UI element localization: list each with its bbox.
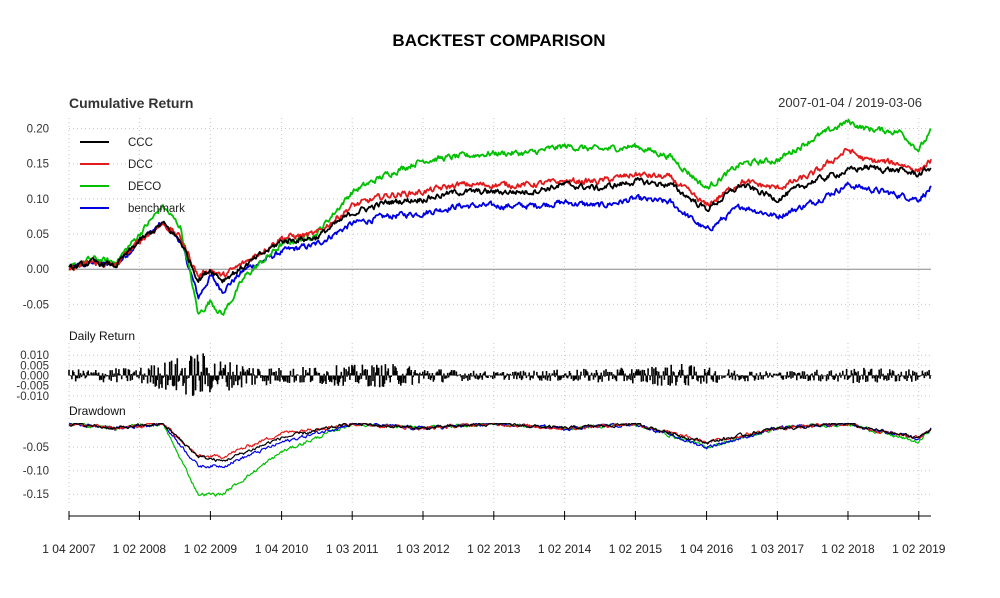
x-tick-label: 1 02 2018 xyxy=(821,542,875,556)
legend: CCC DCC DECO benchmark xyxy=(80,137,185,215)
series-line-ccc xyxy=(68,164,932,284)
chart-subtitle: Cumulative Return xyxy=(69,95,193,111)
legend-label-benchmark: benchmark xyxy=(128,203,185,215)
y-tick-label: -0.005 xyxy=(16,381,49,393)
panel-label: Daily Return xyxy=(69,329,135,343)
x-tick-label: 1 02 2009 xyxy=(184,542,238,556)
x-tick-label: 1 02 2008 xyxy=(113,542,167,556)
date-range: 2007-01-04 / 2019-03-06 xyxy=(778,95,922,110)
y-tick-label: -0.10 xyxy=(23,466,49,478)
panel-1: 0.20 0.15 0.10 0.05 0.00 -0.05 xyxy=(23,118,932,322)
chart-title: BACKTEST COMPARISON xyxy=(392,31,605,50)
y-tick-label: -0.010 xyxy=(16,391,49,403)
y-tick-label: 0.05 xyxy=(27,229,49,241)
y-tick-label: 0.000 xyxy=(20,371,49,383)
series-line-dcc xyxy=(68,147,932,279)
y-tick-label: 0.10 xyxy=(27,194,49,206)
legend-label-ccc: CCC xyxy=(128,137,153,149)
x-tick-label: 1 03 2017 xyxy=(751,542,805,556)
x-axis: 1 04 2007 1 02 2008 1 02 2009 1 04 2010 1 03… xyxy=(42,511,946,556)
x-tick-label: 1 04 2007 xyxy=(42,542,96,556)
series-line-ccc xyxy=(68,423,932,462)
x-tick-label: 1 03 2011 xyxy=(326,542,379,556)
y-tick-label: -0.05 xyxy=(23,442,49,454)
legend-label-deco: DECO xyxy=(128,181,161,193)
y-tick-label: 0.00 xyxy=(27,264,49,276)
panels: 0.20 0.15 0.10 0.05 0.00 -0.05 0.0100.0050.000… xyxy=(16,118,932,506)
y-tick-label: 0.15 xyxy=(27,159,49,171)
series-line-benchmark xyxy=(68,423,932,469)
x-tick-label: 1 02 2015 xyxy=(609,542,663,556)
x-tick-label: 1 02 2019 xyxy=(892,542,946,556)
y-tick-label: 0.010 xyxy=(20,350,49,362)
series-line-deco xyxy=(68,118,932,316)
x-tick-label: 1 02 2013 xyxy=(467,542,521,556)
y-tick-label: 0.005 xyxy=(20,360,49,372)
daily-return-bars xyxy=(68,353,932,396)
panel-3: -0.05 -0.10 -0.15 Drawdown xyxy=(23,404,932,506)
y-tick-label: -0.15 xyxy=(23,489,49,501)
series-line-benchmark xyxy=(68,181,932,300)
legend-label-dcc: DCC xyxy=(128,159,153,171)
y-tick-label: 0.20 xyxy=(27,124,49,136)
panel-label: Drawdown xyxy=(69,404,126,418)
x-tick-label: 1 04 2010 xyxy=(255,542,309,556)
x-tick-label: 1 02 2014 xyxy=(538,542,592,556)
y-tick-label: -0.05 xyxy=(23,299,49,311)
x-tick-label: 1 03 2012 xyxy=(396,542,450,556)
series-line-deco xyxy=(69,423,932,497)
x-tick-label: 1 04 2016 xyxy=(680,542,734,556)
series-line-dcc xyxy=(68,423,932,459)
